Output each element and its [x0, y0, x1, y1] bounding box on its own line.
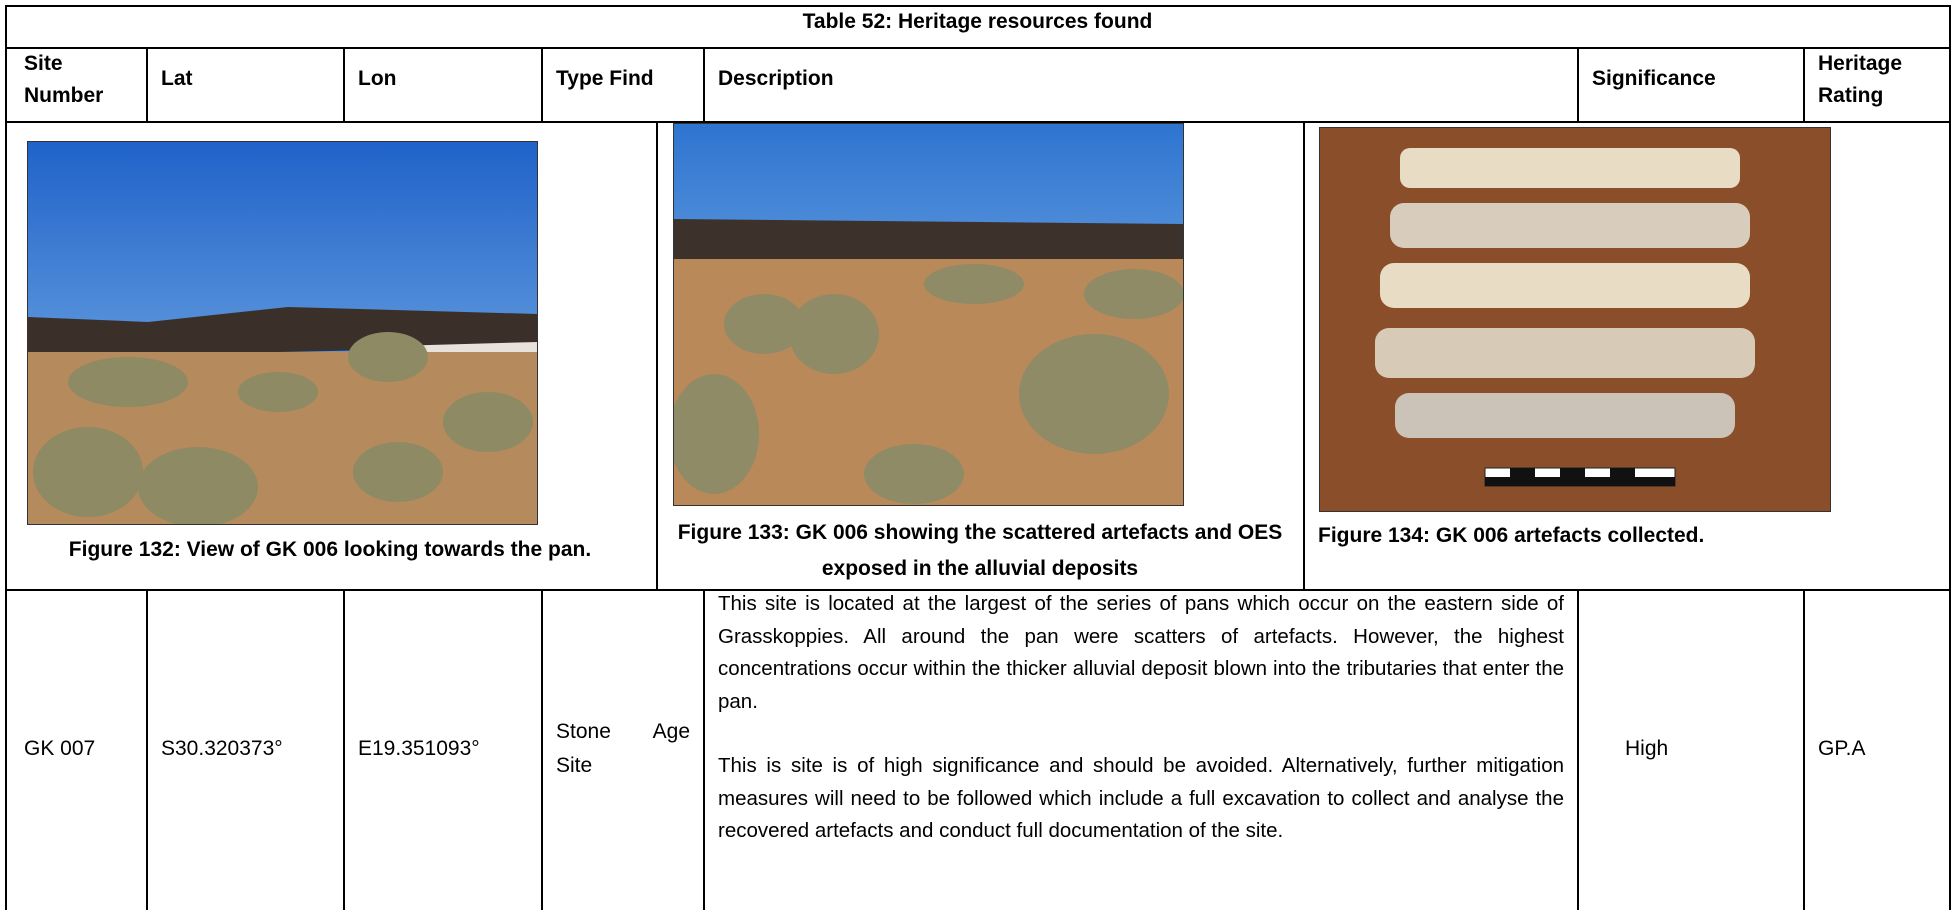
header: Lon [358, 67, 397, 90]
site-number: GK 007 [24, 737, 96, 760]
significance: High [1625, 737, 1669, 760]
header: Heritage Rating [1818, 52, 1903, 107]
header: Site Number [24, 52, 104, 107]
figure-caption: Figure 134: GK 006 artefacts collected. [1318, 524, 1705, 547]
paragraph: This is site is of high significance and… [718, 754, 1564, 842]
header: Significance [1592, 67, 1716, 90]
figure-caption: Figure 132: View of GK 006 looking towar… [68, 538, 592, 561]
lon: E19.351093° [358, 737, 480, 760]
header: Description [718, 67, 834, 90]
photo [1319, 127, 1831, 512]
lat: S30.320373° [161, 737, 283, 760]
figure-caption: Figure 133: GK 006 showing the scattered… [677, 521, 1283, 580]
table-title: Table 52: Heritage resources found [802, 10, 1153, 33]
heritage-rating: GP.A [1818, 737, 1866, 760]
photo [673, 123, 1184, 506]
header: Lat [161, 67, 193, 90]
description: This site is located at the largest of t… [718, 588, 1564, 848]
type-find: Stone Age Site [556, 720, 690, 777]
header: Type Find [556, 67, 654, 90]
photo [27, 141, 538, 525]
paragraph: This site is located at the largest of t… [718, 592, 1564, 713]
